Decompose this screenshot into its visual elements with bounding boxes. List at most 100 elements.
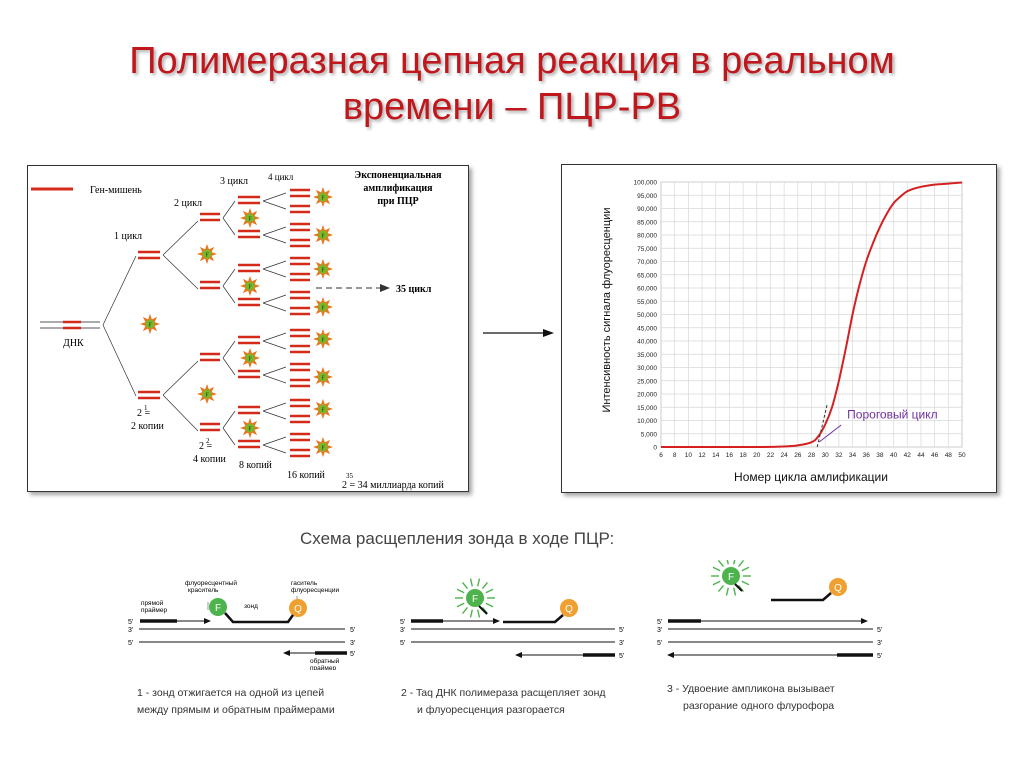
probe-burst-5-letter: F [248,285,252,291]
probe-burst-4-core [245,213,255,223]
step-2-caption-line-2: и флуоресценция разгорается [417,704,565,716]
legend-label: Ген-мишень [90,185,142,196]
svg-text:5': 5' [400,619,405,626]
reverse-primer-label-1: обратный [310,657,340,665]
y-tick-label: 10,000 [637,418,657,425]
cycle-4-label: 4 цикл [268,172,294,182]
step-2-caption-line-1: 2 - Taq ДНК полимераза расщепляет зонд [401,687,606,699]
probe-burst-3-letter: F [205,393,209,399]
copies-2-exponent: 1 [144,404,148,412]
fluorescence-curve [660,181,963,449]
probe-scheme-title: Схема расщепления зонда в ходе ПЦР: [300,529,615,548]
probe-burst-9-core [318,230,328,240]
branch-line [262,192,287,202]
copies-2-line-2: 2 копии [131,421,165,432]
x-tick-label: 14 [712,452,720,459]
branch-line [222,285,236,304]
cycle-1-label: 1 цикл [114,231,142,242]
branch-line [222,357,236,376]
probe-scheme-diagram: флуоресцентный краситель гаситель флуоре… [128,560,882,670]
fluorescence-ray [461,606,469,615]
y-tick-label: 45,000 [637,325,657,332]
probe-burst-4-letter: F [248,217,252,223]
x-tick-label: 22 [767,452,775,459]
svg-text:5': 5' [350,651,355,658]
probe-label: зонд [244,603,258,610]
branch-lines [102,192,287,454]
panel-arrow [483,329,554,337]
svg-text:5': 5' [657,619,662,626]
probe-fragment-3 [771,592,832,602]
branch-line [262,410,287,420]
burst-rays-2 [455,578,495,618]
y-tick-label: 100,000 [634,180,658,187]
x-tick-label: 26 [794,452,802,459]
probe-burst-6: F [240,348,260,368]
fluorescence-chart: 0 5,000 10,000 15,000 20,000 25,000 30,000 35,0… [601,180,966,485]
probe-burst-14-letter: F [321,408,325,414]
y-tick-label: 40,000 [637,339,657,346]
y-tick-label: 50,000 [637,312,657,319]
svg-text:5': 5' [619,653,624,660]
svg-text:3': 3' [877,640,882,647]
dye-label-line-2: краситель [188,587,219,594]
exponential-heading-1: Экспоненциальная [354,170,442,181]
probe-burst-10-core [318,264,328,274]
probe-burst-11: F [313,297,333,317]
probe-burst-7-letter: F [248,427,252,433]
probe-burst-1-core [145,319,155,329]
svg-text:3': 3' [128,627,133,634]
fluorescence-ray [726,560,729,565]
probe-burst-5: F [240,276,260,296]
step-2-caption: 2 - Taq ДНК полимераза расщепляет зонд и… [401,685,606,719]
branch-line [262,366,287,376]
branch-line [262,402,287,412]
probe-burst-13: F [313,367,333,387]
x-tick-label: 44 [917,452,925,459]
probe-burst-3-core [202,389,212,399]
x-tick-label: 42 [904,452,912,459]
fluorescence-ray [485,588,494,594]
branch-line [162,220,199,256]
reverse-primer-label-2: праймер [310,664,336,670]
branch-line [102,255,137,326]
x-tick-label: 6 [659,452,663,459]
probe-burst-2-letter: F [205,253,209,259]
quencher-label-line-2: флуоресценции [291,587,339,594]
step-3-diagram: F Q 5' 3' 5' 5' 3' 5' [657,560,882,660]
y-tick-label: 30,000 [637,365,657,372]
dye-label-line-1: флуоресцентный [185,579,237,587]
branch-line [262,302,287,312]
branch-line [102,324,137,397]
branch-line [162,394,199,432]
x-tick-label: 48 [945,452,953,459]
y-tick-label: 70,000 [637,259,657,266]
panel-arrow-head [543,329,554,337]
svg-text:5': 5' [619,627,624,634]
fluorescence-ray [741,566,750,572]
forward-primer-label-2: праймер [141,606,167,614]
fluorescence-ray [461,581,469,590]
branch-line [262,226,287,236]
probe-burst-5-core [245,281,255,291]
slide-title: Полимеразная цепная реакция в реальном в… [0,38,1024,130]
x-tick-label: 10 [685,452,693,459]
copies-35-exponent: 35 [346,472,354,480]
x-tick-label: 16 [726,452,734,459]
svg-text:3': 3' [350,640,355,647]
svg-text:5': 5' [877,627,882,634]
slide-title-line-2: времени – ПЦР-РВ [342,86,682,128]
x-tick-label: 34 [849,452,857,459]
branch-line [262,340,287,350]
branch-line [262,374,287,384]
x-tick-label: 40 [890,452,898,459]
fluorescence-ray [469,609,473,618]
branch-line [262,234,287,244]
probe-1 [224,612,295,624]
threshold-dashed-line [816,404,828,448]
y-axis-label: Интенсивность сигнала флуоресценции [601,208,613,413]
probe-bursts: F F F F F F F F F F F F F F F [140,187,333,457]
branch-line [162,360,199,396]
fluorescence-ray [456,602,465,608]
branch-line [262,444,287,454]
